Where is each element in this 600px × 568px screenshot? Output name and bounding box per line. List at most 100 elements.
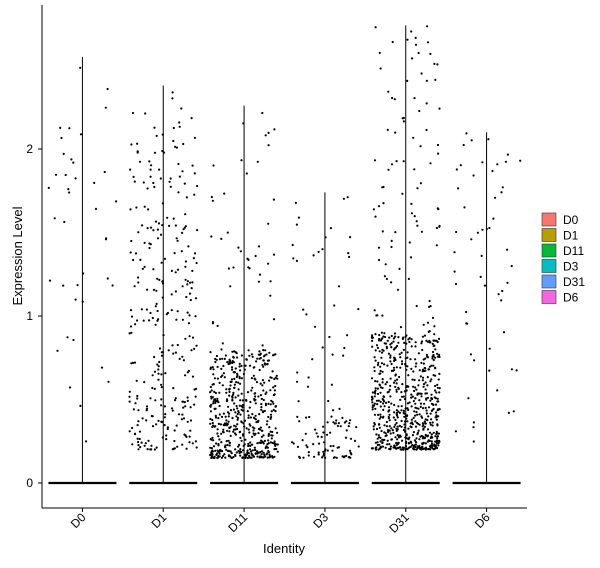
y-tick-label: 1 [26, 309, 33, 323]
data-point [384, 263, 387, 266]
data-point [273, 448, 276, 451]
data-point [306, 446, 309, 449]
data-point [213, 377, 216, 380]
data-point [406, 407, 409, 410]
data-point [248, 444, 252, 447]
data-point [222, 431, 225, 434]
data-point [191, 281, 194, 284]
data-point [410, 338, 413, 341]
data-point [376, 363, 379, 367]
data-point [267, 439, 270, 442]
data-point [379, 436, 382, 439]
data-point [240, 451, 243, 454]
data-point [131, 426, 134, 430]
data-point [465, 322, 468, 325]
data-point [149, 175, 152, 178]
data-point [239, 382, 242, 385]
data-point [488, 226, 491, 230]
data-point [406, 365, 409, 368]
data-point [322, 450, 325, 453]
data-point [262, 349, 265, 352]
data-point [397, 410, 400, 413]
data-point [497, 293, 500, 296]
data-point [137, 409, 140, 412]
data-point [394, 374, 397, 377]
data-point [137, 276, 140, 279]
data-point [161, 282, 165, 285]
data-point [104, 106, 107, 109]
data-point [500, 299, 503, 302]
data-point [210, 456, 213, 459]
data-point [228, 390, 231, 393]
data-point [188, 435, 191, 438]
data-point [172, 126, 175, 130]
data-point [414, 425, 418, 428]
data-point [410, 30, 413, 33]
violin-d11 [209, 105, 279, 485]
data-point [160, 354, 164, 357]
data-point [406, 402, 409, 405]
data-point [247, 266, 250, 269]
data-point [214, 391, 217, 395]
data-point [267, 432, 271, 435]
data-point [254, 414, 257, 417]
data-point [74, 177, 77, 180]
data-point [154, 220, 158, 223]
data-point [387, 430, 390, 434]
data-point [430, 378, 433, 381]
data-point [405, 434, 408, 437]
data-point [132, 175, 135, 178]
data-point [377, 361, 380, 364]
data-point [433, 396, 436, 399]
data-point [62, 284, 65, 287]
data-point [232, 266, 235, 269]
data-point [375, 399, 378, 402]
data-point [496, 163, 499, 166]
data-point [418, 423, 421, 426]
data-point [195, 261, 198, 265]
data-point [131, 111, 135, 115]
data-point [265, 353, 268, 356]
data-point [258, 357, 261, 360]
data-point [401, 383, 404, 386]
data-point [512, 410, 515, 413]
data-point [437, 208, 440, 211]
data-point [142, 319, 145, 322]
data-point [435, 414, 438, 417]
data-point [161, 296, 164, 299]
data-point [267, 222, 270, 225]
data-point [250, 377, 253, 380]
data-point [212, 164, 215, 167]
data-point [134, 252, 138, 255]
data-point [211, 418, 214, 422]
data-point [210, 403, 213, 406]
data-point [418, 379, 421, 382]
data-point [209, 446, 212, 449]
data-point [64, 173, 67, 177]
data-point [428, 431, 432, 434]
data-point [267, 415, 270, 419]
data-point [417, 407, 420, 410]
data-point [249, 450, 253, 453]
data-point [379, 413, 382, 416]
data-point [374, 26, 377, 29]
data-point [394, 418, 397, 421]
data-point [184, 374, 187, 377]
data-point [219, 423, 222, 426]
data-point [211, 436, 214, 439]
data-point [430, 433, 433, 436]
data-point [248, 448, 252, 451]
data-point [397, 441, 400, 445]
data-point [229, 384, 232, 387]
data-point [72, 161, 75, 164]
data-point [220, 348, 223, 351]
data-point [211, 449, 214, 452]
data-point [408, 241, 411, 244]
data-point [399, 448, 402, 451]
data-point [262, 398, 265, 402]
data-point [149, 397, 152, 400]
data-point [390, 402, 393, 405]
data-point [436, 423, 439, 426]
data-point [430, 444, 433, 447]
data-point [414, 397, 417, 400]
